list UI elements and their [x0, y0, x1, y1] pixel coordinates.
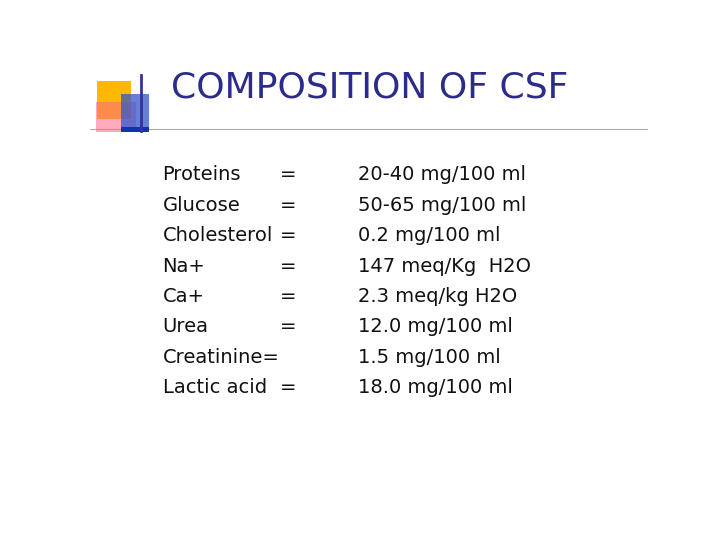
Text: 18.0 mg/100 ml: 18.0 mg/100 ml	[358, 378, 513, 397]
Text: =: =	[280, 287, 297, 306]
Text: Urea: Urea	[163, 318, 209, 336]
Text: 12.0 mg/100 ml: 12.0 mg/100 ml	[358, 318, 513, 336]
Text: =: =	[280, 196, 297, 215]
Text: 2.3 meq/kg H2O: 2.3 meq/kg H2O	[358, 287, 517, 306]
Text: 147 meq/Kg  H2O: 147 meq/Kg H2O	[358, 256, 531, 275]
Text: Cholesterol: Cholesterol	[163, 226, 273, 245]
Text: =: =	[280, 226, 297, 245]
Text: Creatinine=: Creatinine=	[163, 348, 279, 367]
Text: Proteins: Proteins	[163, 165, 241, 185]
Bar	[96, 102, 136, 132]
Text: =: =	[280, 378, 297, 397]
Text: 50-65 mg/100 ml: 50-65 mg/100 ml	[358, 196, 526, 215]
Bar	[121, 94, 148, 129]
Text: =: =	[280, 256, 297, 275]
Bar	[97, 82, 131, 119]
Text: 20-40 mg/100 ml: 20-40 mg/100 ml	[358, 165, 526, 185]
Text: 0.2 mg/100 ml: 0.2 mg/100 ml	[358, 226, 500, 245]
Text: Na+: Na+	[163, 256, 205, 275]
Text: Ca+: Ca+	[163, 287, 204, 306]
Text: =: =	[280, 165, 297, 185]
Text: =: =	[280, 318, 297, 336]
Text: Lactic acid: Lactic acid	[163, 378, 266, 397]
Text: Glucose: Glucose	[163, 196, 240, 215]
Text: 1.5 mg/100 ml: 1.5 mg/100 ml	[358, 348, 500, 367]
Text: COMPOSITION OF CSF: COMPOSITION OF CSF	[171, 70, 568, 104]
Bar	[121, 127, 148, 132]
